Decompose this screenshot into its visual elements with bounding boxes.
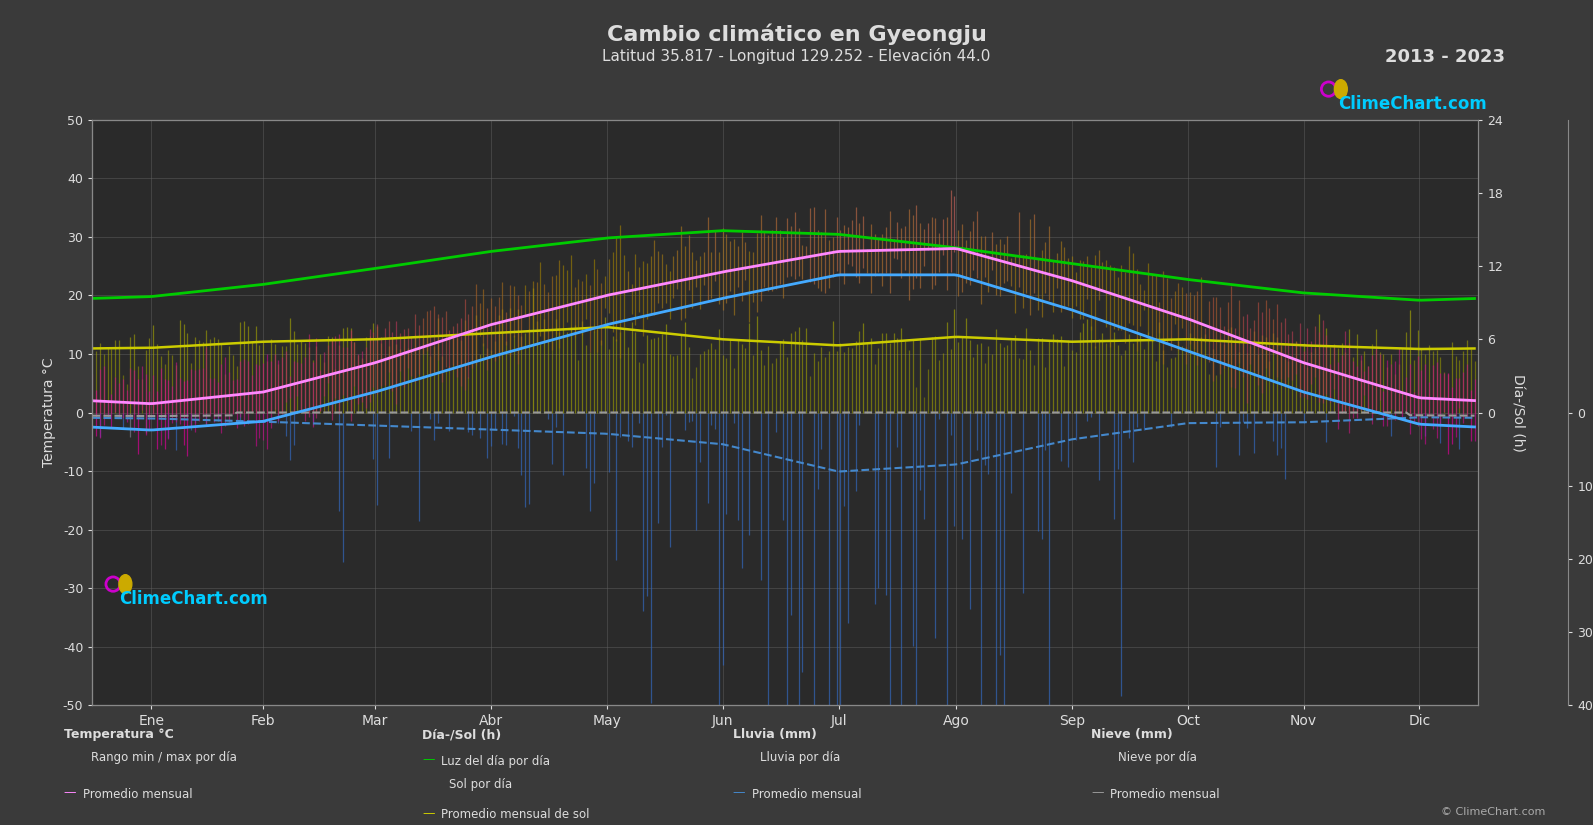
Y-axis label: Temperatura °C: Temperatura °C xyxy=(41,358,56,467)
Ellipse shape xyxy=(1335,80,1348,98)
Text: Promedio mensual: Promedio mensual xyxy=(752,788,862,801)
Text: Latitud 35.817 - Longitud 129.252 - Elevación 44.0: Latitud 35.817 - Longitud 129.252 - Elev… xyxy=(602,48,991,64)
Text: Nieve (mm): Nieve (mm) xyxy=(1091,728,1172,742)
Text: 2013 - 2023: 2013 - 2023 xyxy=(1386,48,1505,66)
Y-axis label: Día-/Sol (h): Día-/Sol (h) xyxy=(1510,374,1525,451)
Text: Promedio mensual: Promedio mensual xyxy=(1110,788,1220,801)
Text: Nieve por día: Nieve por día xyxy=(1118,752,1198,765)
Text: © ClimeChart.com: © ClimeChart.com xyxy=(1440,807,1545,817)
Text: —: — xyxy=(422,807,435,820)
Text: Luz del día por día: Luz del día por día xyxy=(441,755,550,768)
Text: Promedio mensual de sol: Promedio mensual de sol xyxy=(441,808,589,822)
Text: —: — xyxy=(422,753,435,766)
Text: ClimeChart.com: ClimeChart.com xyxy=(1338,95,1486,113)
Text: —: — xyxy=(64,786,76,799)
Text: Temperatura °C: Temperatura °C xyxy=(64,728,174,742)
Text: —: — xyxy=(1091,786,1104,799)
Text: Rango min / max por día: Rango min / max por día xyxy=(91,752,237,765)
Text: Cambio climático en Gyeongju: Cambio climático en Gyeongju xyxy=(607,23,986,45)
Text: Lluvia (mm): Lluvia (mm) xyxy=(733,728,817,742)
Ellipse shape xyxy=(119,575,132,593)
Text: ClimeChart.com: ClimeChart.com xyxy=(119,590,268,608)
Text: Promedio mensual: Promedio mensual xyxy=(83,788,193,801)
Text: Lluvia por día: Lluvia por día xyxy=(760,752,840,765)
Text: Día-/Sol (h): Día-/Sol (h) xyxy=(422,728,502,742)
Text: —: — xyxy=(733,786,746,799)
Text: Sol por día: Sol por día xyxy=(449,778,513,791)
